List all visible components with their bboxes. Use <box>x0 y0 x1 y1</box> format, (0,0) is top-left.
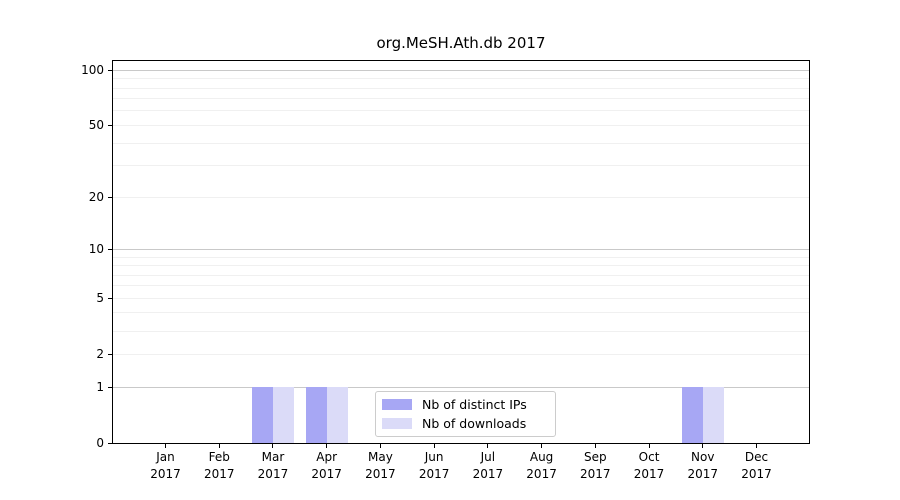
grid-line-minor <box>113 285 809 287</box>
grid-line-minor <box>113 98 809 100</box>
x-axis-tick <box>433 444 435 448</box>
grid-line-minor <box>113 78 809 80</box>
x-axis-tick <box>165 444 166 448</box>
legend-swatch <box>382 399 412 410</box>
x-axis-tick <box>379 444 381 448</box>
x-axis-tick-label: Dec 2017 <box>741 450 772 481</box>
bar-downloads <box>326 387 348 443</box>
x-axis-tick <box>218 444 220 448</box>
grid-line-major <box>113 248 809 250</box>
chart-title: org.MeSH.Ath.db 2017 <box>376 34 546 52</box>
x-axis-tick <box>648 444 650 448</box>
x-axis-tick-label: Jul 2017 <box>472 450 504 481</box>
grid-line-minor <box>113 165 809 167</box>
grid-line-minor <box>113 256 809 258</box>
x-axis-tick-label: Apr 2017 <box>311 450 342 481</box>
x-axis-tick <box>756 444 757 448</box>
legend-entry: Nb of distinct IPs <box>382 397 549 412</box>
x-axis-tick-label: Sep 2017 <box>580 450 611 481</box>
grid-line-minor <box>113 297 809 299</box>
x-axis-tick-label: May 2017 <box>365 450 396 481</box>
x-axis-tick-label: Mar 2017 <box>257 450 289 481</box>
bar-distinct-ips <box>305 387 327 443</box>
x-axis-tick <box>541 444 543 448</box>
bar-distinct-ips <box>251 387 273 443</box>
y-axis-tick-label: 100 <box>81 63 104 78</box>
x-axis-tick-label: Jun 2017 <box>418 450 450 481</box>
grid-line-major <box>113 69 809 71</box>
legend-entry: Nb of downloads <box>382 416 549 431</box>
grid-line-minor <box>113 87 809 89</box>
grid-line-minor <box>113 265 809 266</box>
x-axis-tick-label: Oct 2017 <box>633 450 665 481</box>
y-axis-tick-label: 0 <box>96 436 104 450</box>
grid-line-minor <box>113 142 809 144</box>
y-axis-tick-label: 10 <box>88 242 104 257</box>
grid-line-minor <box>113 196 809 198</box>
grid-line-minor <box>113 353 809 355</box>
y-axis-tick <box>108 248 112 250</box>
grid-line-minor <box>113 110 809 112</box>
x-axis-tick-label: Feb 2017 <box>203 450 235 481</box>
x-axis-tick <box>272 444 274 448</box>
x-axis-tick <box>594 444 596 448</box>
x-axis-tick-label: Jan 2017 <box>150 450 181 481</box>
y-axis-tick <box>108 124 112 126</box>
x-axis-tick-label: Nov 2017 <box>687 450 719 481</box>
x-axis-tick <box>702 444 704 448</box>
bar-downloads <box>272 387 294 443</box>
x-axis-tick <box>326 444 328 448</box>
y-axis-tick-label: 50 <box>88 118 104 133</box>
y-axis-tick <box>108 442 112 444</box>
grid-line-minor <box>113 274 809 276</box>
legend: Nb of distinct IPs Nb of downloads <box>375 391 556 437</box>
grid-line-minor <box>113 124 809 126</box>
grid-line-major <box>113 386 809 388</box>
legend-swatch <box>382 418 412 429</box>
grid-line-minor <box>113 312 809 314</box>
y-axis-tick <box>108 353 112 355</box>
y-axis-tick <box>108 297 112 299</box>
legend-label: Nb of distinct IPs <box>422 397 527 412</box>
grid-line-minor <box>113 330 809 332</box>
y-axis-tick <box>108 196 112 198</box>
x-axis-tick <box>487 444 489 448</box>
y-axis-tick-label: 5 <box>96 291 104 306</box>
bar-distinct-ips <box>681 387 703 443</box>
y-axis-tick-label: 20 <box>88 190 104 205</box>
x-axis-tick-label: Aug 2017 <box>526 450 557 481</box>
plot-area <box>112 60 810 444</box>
y-axis-tick-label: 2 <box>96 347 104 362</box>
y-axis-tick-label: 1 <box>96 380 104 394</box>
bar-downloads <box>702 387 724 443</box>
y-axis-tick <box>108 69 112 71</box>
y-axis-tick <box>108 386 112 388</box>
legend-label: Nb of downloads <box>422 416 527 431</box>
